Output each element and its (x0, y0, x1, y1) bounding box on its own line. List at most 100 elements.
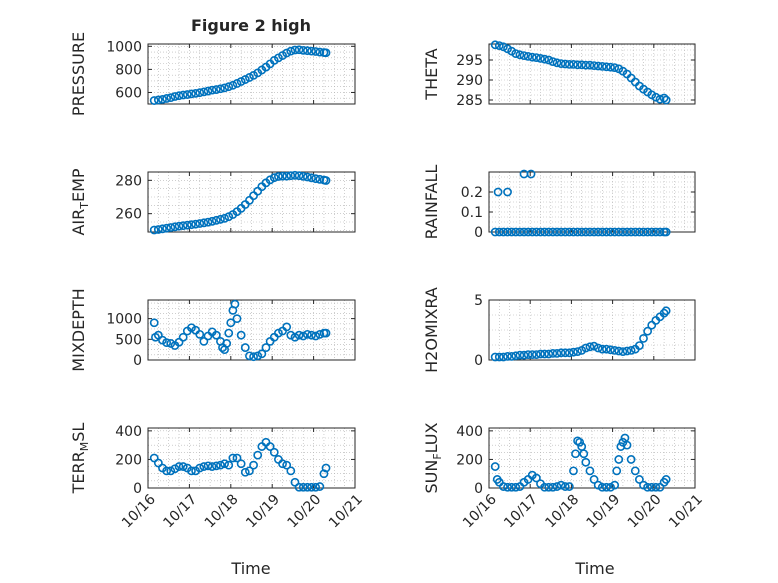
data-point (593, 227, 603, 237)
data-point (236, 330, 246, 340)
data-point (569, 347, 578, 357)
subplot-h2omixra: 0 5 H2OMIXRA (422, 287, 696, 373)
data-point (536, 349, 545, 359)
data-point (220, 83, 229, 93)
data-point (307, 482, 316, 492)
y-tick-label: 0.1 (461, 205, 483, 221)
data-point (540, 349, 550, 359)
y-tick-label: 0 (474, 225, 483, 241)
data-point (655, 94, 665, 104)
data-point (511, 482, 521, 492)
y-tick-label: 280 (115, 173, 142, 189)
data-point (523, 227, 533, 237)
y-tick-label: 800 (115, 62, 142, 78)
y-axis-label: MIXDEPTH (69, 288, 88, 371)
data-point (278, 171, 287, 181)
data-point (661, 227, 671, 237)
data-point (282, 171, 292, 181)
data-point (321, 328, 331, 338)
series-markers (149, 437, 331, 492)
axes-frame (147, 43, 356, 105)
gridlines (488, 428, 696, 489)
data-point (573, 60, 582, 70)
data-point (230, 299, 240, 309)
series-markers (490, 306, 671, 362)
data-point (211, 85, 221, 94)
data-point (216, 460, 225, 470)
data-point (602, 482, 611, 492)
y-tick-label: 0 (133, 353, 142, 369)
data-point (207, 85, 217, 95)
data-point (515, 350, 525, 360)
series-markers (490, 40, 671, 105)
data-point (564, 482, 574, 491)
data-point (639, 227, 648, 237)
data-point (622, 227, 632, 237)
data-point (170, 222, 180, 232)
data-point (564, 348, 574, 358)
data-point (612, 466, 622, 476)
data-point (540, 54, 550, 64)
data-point (503, 187, 512, 197)
data-point (589, 475, 599, 484)
data-point (589, 227, 599, 237)
data-point (647, 227, 657, 237)
data-point (261, 343, 271, 352)
data-point (149, 96, 159, 105)
data-point (575, 437, 585, 447)
data-point (302, 172, 312, 182)
data-point (552, 348, 562, 358)
data-point (655, 227, 665, 237)
y-axis-label: RAINFALL (422, 165, 441, 240)
data-point (311, 482, 321, 492)
y-axis-label: AIRTEMP (69, 168, 91, 235)
data-point (240, 343, 250, 352)
series-markers (490, 169, 671, 237)
y-axis-label: PRESSURE (69, 32, 88, 116)
data-point (290, 45, 300, 55)
data-point (531, 227, 541, 237)
data-point (174, 91, 184, 101)
y-tick-label: 500 (115, 332, 142, 348)
data-point (286, 330, 296, 340)
data-point (249, 352, 258, 362)
data-point (560, 348, 570, 358)
data-point (651, 227, 661, 237)
data-point (298, 331, 308, 341)
data-point (610, 480, 620, 490)
axes-frame (488, 299, 696, 361)
data-point (286, 466, 296, 476)
data-point (507, 351, 517, 361)
data-point (493, 187, 503, 197)
data-point (191, 88, 201, 98)
data-point (610, 345, 620, 355)
data-point (519, 350, 529, 360)
data-point (199, 462, 209, 471)
data-point (622, 346, 632, 356)
data-point (298, 171, 308, 181)
data-point (286, 46, 296, 56)
data-point (207, 462, 217, 471)
data-point (174, 462, 184, 471)
data-point (643, 326, 653, 336)
data-point (224, 328, 234, 338)
data-point (577, 60, 587, 70)
data-point (610, 63, 620, 72)
y-tick-label: 400 (115, 424, 142, 440)
data-point (245, 466, 254, 476)
data-point (618, 347, 628, 356)
data-point (220, 213, 229, 223)
data-point (311, 47, 321, 56)
data-point (274, 328, 283, 338)
data-point (265, 442, 275, 451)
data-point (195, 219, 205, 228)
axes-frame (488, 43, 696, 105)
data-point (527, 350, 537, 359)
data-point (302, 46, 312, 56)
data-point (556, 227, 566, 237)
data-point (659, 308, 669, 318)
data-point (585, 342, 595, 352)
data-point (232, 79, 242, 88)
data-point (162, 466, 172, 476)
